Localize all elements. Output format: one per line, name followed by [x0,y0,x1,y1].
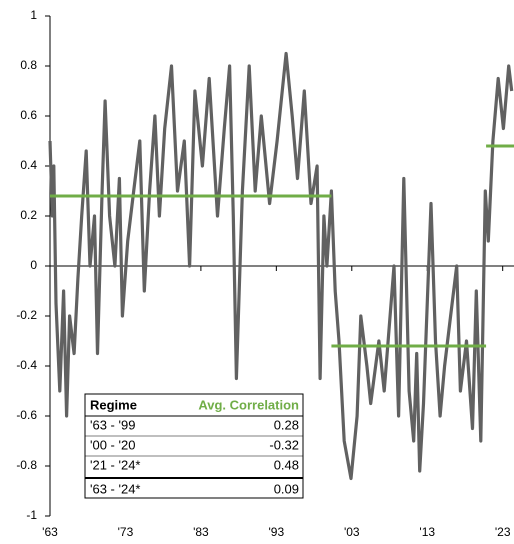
y-tick-label: 0.6 [20,108,37,122]
y-tick-label: 0.4 [20,158,37,172]
x-tick-label: '13 [419,525,435,539]
y-tick-label: -1 [26,508,37,522]
table-cell: -0.32 [269,437,299,452]
series-line [48,51,514,481]
x-tick-label: '93 [269,525,285,539]
table-cell: '00 - '20 [90,437,135,452]
table-box [84,393,304,499]
table-cell: 0.09 [274,481,299,496]
table-cell: '63 - '24* [90,481,141,496]
y-tick-label: -0.8 [16,458,37,472]
x-tick-label: '63 [42,525,58,539]
table-header: Regime [90,397,137,412]
x-tick-label: '23 [495,525,511,539]
table-cell: '21 - '24* [90,457,141,472]
y-tick-label: 0.2 [20,208,37,222]
table-cell: '63 - '99 [90,417,135,432]
table-cell: 0.28 [274,417,299,432]
y-tick-label: 1 [30,8,37,22]
table-header: Avg. Correlation [198,397,299,412]
x-tick-label: '83 [193,525,209,539]
y-tick-label: 0.8 [20,58,37,72]
x-tick-label: '73 [118,525,134,539]
x-tick-label: '03 [344,525,360,539]
y-tick-label: -0.6 [16,408,37,422]
y-tick-label: 0 [30,258,37,272]
y-tick-label: -0.4 [16,358,37,372]
y-tick-label: -0.2 [16,308,37,322]
table-cell: 0.48 [274,457,299,472]
